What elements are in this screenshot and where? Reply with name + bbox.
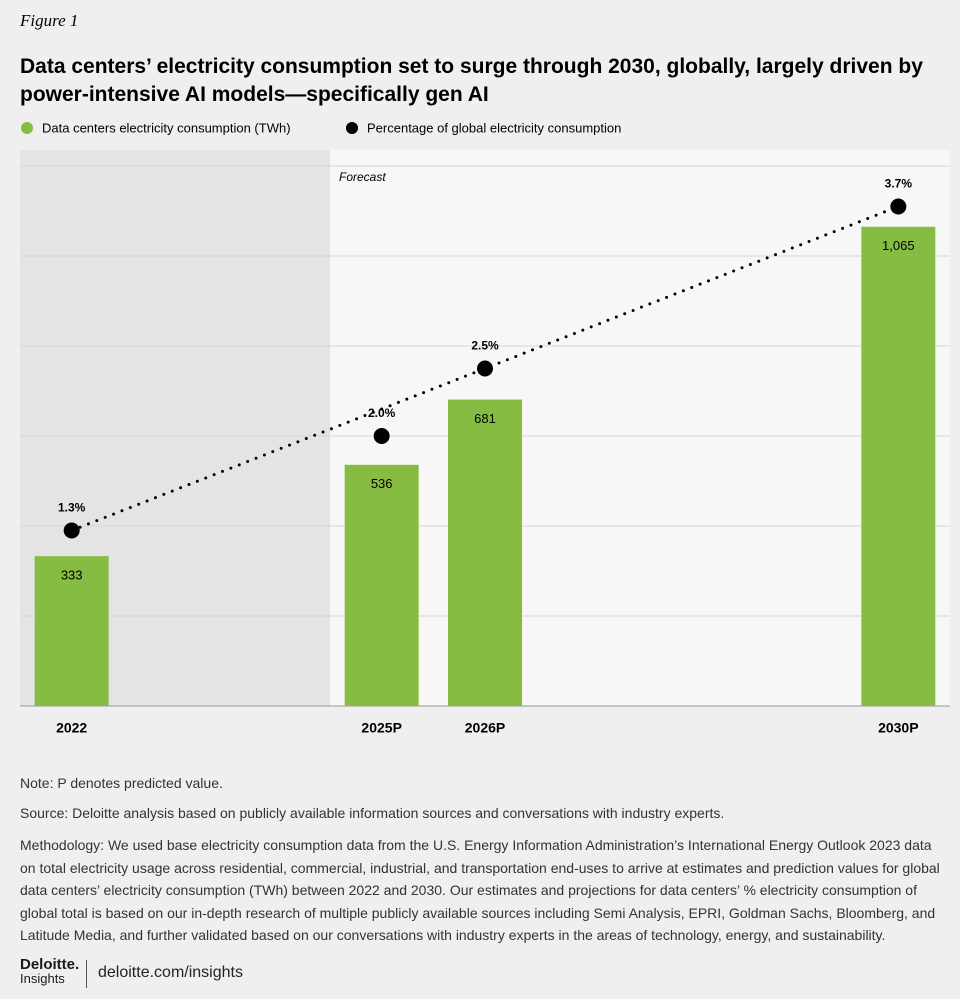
bar-value-label: 681 [474,411,496,426]
bar-value-label: 536 [371,476,393,491]
forecast-label: Forecast [339,170,386,184]
x-tick-label: 2022 [56,720,87,736]
methodology: Methodology: We used base electricity co… [20,837,940,943]
x-tick-label: 2026P [465,720,505,736]
x-tick-label: 2025P [361,720,401,736]
bar-value-label: 1,065 [882,238,915,253]
bar [344,464,419,706]
bar [34,556,109,706]
figure-label: Figure 1 [19,11,78,30]
separator [86,960,87,988]
legend-label: Percentage of global electricity consump… [367,120,621,135]
sub-brand: Insights [20,971,65,986]
percent-label: 2.0% [368,406,396,420]
legend-marker [21,122,33,134]
bar [448,399,522,706]
percent-dot [373,428,390,444]
bar [861,226,936,706]
percent-dot [477,360,493,377]
percent-dot [890,198,907,215]
url: deloitte.com/insights [98,964,243,981]
percent-label: 1.3% [58,501,86,515]
brand: Deloitte. [20,956,80,973]
bar-value-label: 333 [61,568,83,583]
forecast-region [330,150,950,706]
percent-label: 3.7% [885,177,913,191]
note: Note: P denotes predicted value. [20,775,223,791]
legend-label: Data centers electricity consumption (TW… [42,120,291,135]
source: Source: Deloitte analysis based on publi… [20,805,725,821]
x-tick-label: 2030P [878,720,918,736]
logo: Deloitte. Insights [20,956,80,986]
percent-label: 2.5% [471,339,499,353]
chart-title: Data centers’ electricity consumption se… [20,55,923,106]
chart: Figure 1 Data centers’ electricity consu… [19,11,950,736]
percent-dot [63,522,80,539]
legend-marker [346,122,358,134]
